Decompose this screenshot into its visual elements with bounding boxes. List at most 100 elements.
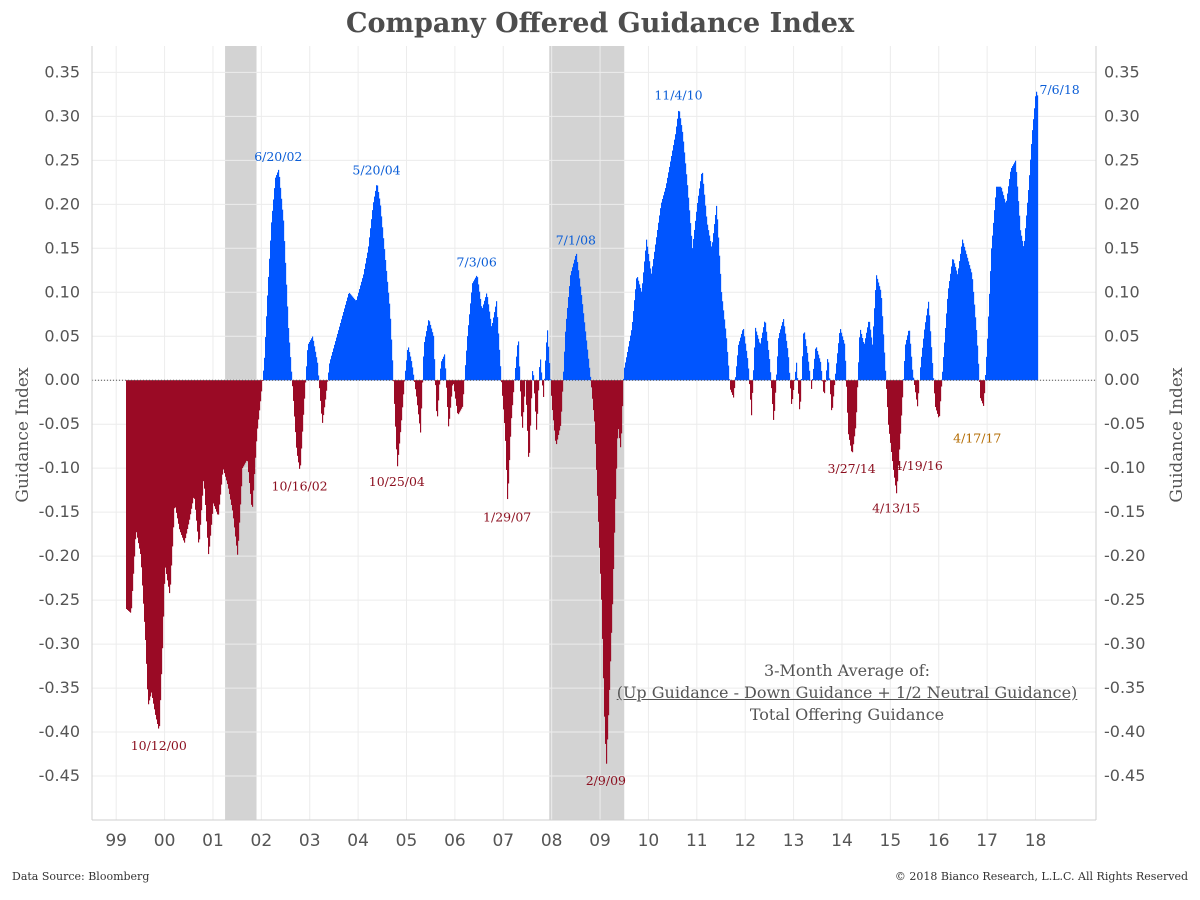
data-bar: [738, 344, 740, 381]
data-bar: [734, 380, 736, 389]
data-bar: [284, 241, 286, 381]
data-bar: [906, 339, 908, 381]
data-bar: [522, 380, 524, 428]
data-bar: [251, 380, 253, 505]
data-bar: [613, 380, 615, 570]
data-bar: [396, 380, 398, 450]
data-bar: [898, 380, 900, 466]
data-bar: [818, 354, 820, 381]
data-bar: [525, 380, 527, 382]
data-bar: [307, 350, 309, 381]
y-tick-label-right: -0.10: [1104, 458, 1145, 477]
data-bar: [320, 380, 322, 401]
data-bar: [931, 347, 933, 381]
data-bar: [866, 332, 868, 381]
data-bar: [256, 380, 258, 442]
data-bar: [206, 380, 208, 522]
data-bar: [344, 308, 346, 381]
data-bar: [893, 380, 895, 470]
data-bar: [211, 380, 213, 525]
data-bar: [650, 268, 652, 381]
data-bar: [195, 380, 197, 510]
data-bar: [228, 380, 230, 489]
data-bar: [961, 246, 963, 381]
data-bar: [1029, 175, 1031, 381]
data-bar: [334, 344, 336, 381]
data-bar: [401, 380, 403, 421]
data-bar: [562, 380, 564, 392]
data-bar: [859, 337, 861, 381]
data-bar: [709, 235, 711, 381]
data-bar: [803, 333, 805, 381]
data-bar: [986, 356, 988, 381]
data-bar: [128, 380, 130, 611]
data-bar: [717, 219, 719, 381]
peak-label: 10/16/02: [272, 479, 328, 494]
data-bar: [1018, 201, 1020, 381]
data-bar: [197, 380, 199, 532]
data-bar: [465, 365, 467, 381]
data-bar: [846, 380, 848, 387]
data-bar: [425, 336, 427, 381]
data-bar: [995, 197, 997, 381]
data-bar: [510, 380, 512, 437]
data-bar: [782, 322, 784, 381]
data-bar: [524, 380, 526, 397]
data-bar: [749, 380, 751, 385]
data-bar: [415, 380, 417, 390]
data-bar: [685, 163, 687, 381]
data-bar: [232, 380, 234, 511]
data-bar: [285, 262, 287, 381]
data-bar: [952, 259, 954, 381]
y-tick-label-right: -0.25: [1104, 590, 1145, 609]
data-bar: [313, 340, 315, 381]
data-bar: [718, 237, 720, 381]
data-bar: [170, 380, 172, 585]
data-bar: [621, 380, 623, 434]
data-bar: [997, 186, 999, 381]
data-bar: [381, 216, 383, 381]
data-bar: [932, 363, 934, 381]
data-bar: [638, 280, 640, 381]
peak-label: 2/9/09: [586, 773, 626, 788]
data-bar: [578, 270, 580, 381]
data-bar: [727, 351, 729, 381]
data-bar: [584, 322, 586, 381]
data-bar: [132, 380, 134, 592]
data-bar: [191, 380, 193, 509]
data-bar: [402, 380, 404, 408]
formula-numerator: (Up Guidance - Down Guidance + 1/2 Neutr…: [616, 683, 1078, 702]
data-bar: [785, 333, 787, 381]
data-source: Data Source: Bloomberg: [12, 870, 150, 883]
data-bar: [140, 380, 142, 555]
data-bar: [935, 380, 937, 408]
data-bar: [333, 348, 335, 381]
data-bar: [746, 350, 748, 381]
data-bar: [945, 327, 947, 381]
data-bar: [150, 380, 152, 697]
data-bar: [627, 351, 629, 381]
data-bar: [929, 315, 931, 381]
data-bar: [254, 380, 256, 475]
data-bar: [1023, 246, 1025, 381]
y-tick-label-left: -0.25: [39, 590, 80, 609]
data-bar: [486, 293, 488, 381]
data-bar: [534, 380, 536, 394]
data-bar: [406, 360, 408, 381]
x-tick-label: 05: [396, 831, 418, 851]
data-bar: [469, 314, 471, 381]
data-bar: [1008, 186, 1010, 381]
data-bar: [193, 380, 195, 498]
data-bar: [684, 152, 686, 381]
data-bar: [716, 205, 718, 381]
data-bar: [553, 380, 555, 421]
data-bar: [188, 380, 190, 525]
data-bar: [827, 359, 829, 381]
data-bar: [762, 332, 764, 381]
data-bar: [726, 338, 728, 381]
data-bar: [693, 239, 695, 381]
data-bar: [446, 380, 448, 388]
data-bar: [545, 360, 547, 381]
data-bar: [458, 380, 460, 415]
data-bar: [938, 380, 940, 418]
